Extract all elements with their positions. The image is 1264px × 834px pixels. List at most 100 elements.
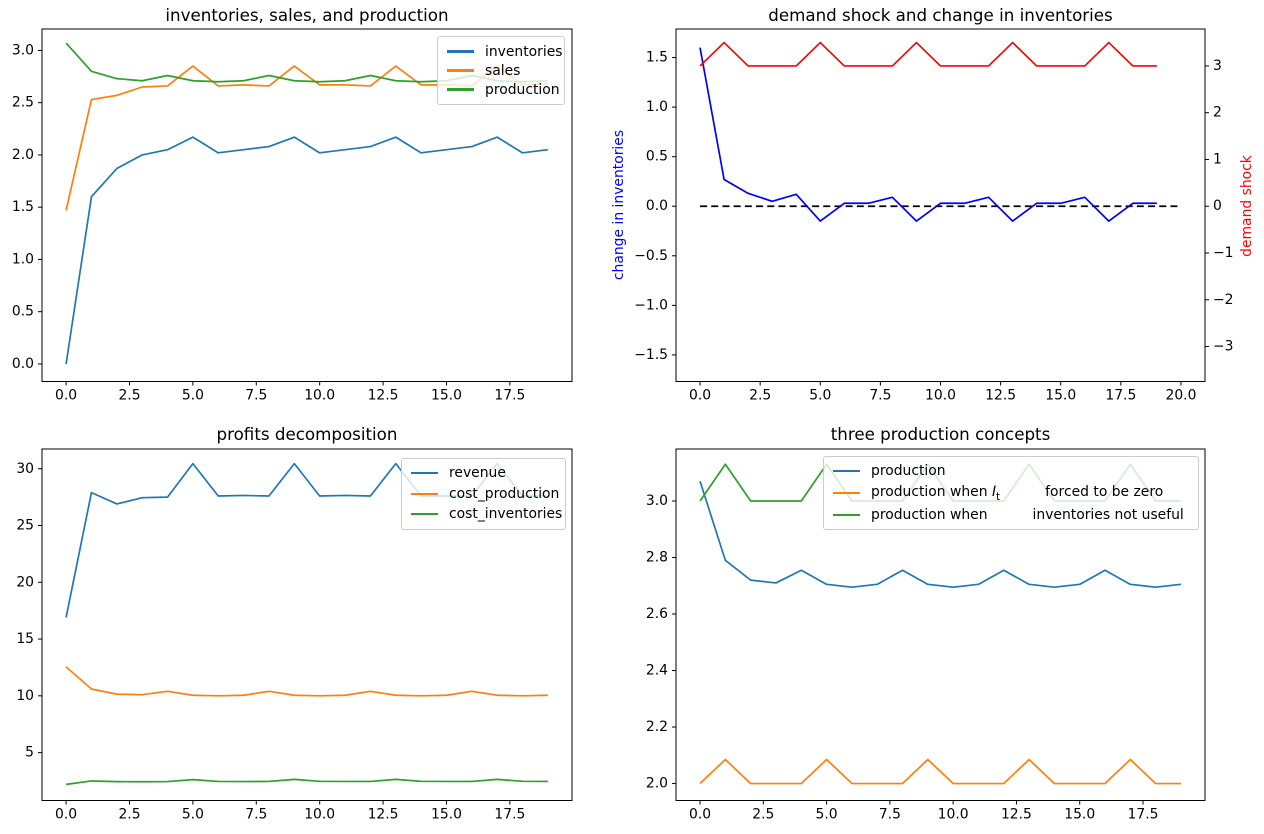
legend-entry: production xyxy=(833,460,1189,482)
x-tick-label: 2.5 xyxy=(752,807,774,823)
y-tick-label: 2.2 xyxy=(646,719,668,735)
y-tick-label: 2.4 xyxy=(646,663,668,679)
y2-tick-label: −2 xyxy=(1213,292,1233,308)
x-tick-label: 7.5 xyxy=(869,388,891,404)
series-line xyxy=(699,47,1157,222)
legend-entry-label: production when inventories not useful xyxy=(871,507,1184,523)
legend-line-sample xyxy=(447,69,474,72)
legend-inventories-sales-production: inventories sales production xyxy=(437,36,565,105)
y-tick-label: 0.0 xyxy=(12,356,34,372)
x-tick-label: 7.5 xyxy=(245,807,267,823)
y2-tick-label: 2 xyxy=(1213,105,1222,121)
legend-three-production-concepts: production production when It forced to be… xyxy=(823,456,1199,530)
y-tick-label: 0.5 xyxy=(12,304,34,320)
y-tick-label: 1.5 xyxy=(12,199,34,215)
y-tick-label: 1.0 xyxy=(12,251,34,267)
legend-entry-label: production xyxy=(871,463,946,479)
x-tick-label: 15.0 xyxy=(431,388,462,404)
subplot-title-three-production-concepts: three production concepts xyxy=(830,424,1051,444)
y-tick-label: 2.0 xyxy=(12,147,34,163)
axes-frame xyxy=(675,448,1206,801)
legend-entry: revenue xyxy=(411,463,556,484)
y-tick-label: 2.8 xyxy=(646,550,668,566)
legend-entry: cost_inventories xyxy=(411,504,562,525)
x-tick-label: 0.0 xyxy=(689,388,711,404)
legend-line-sample xyxy=(833,513,860,517)
series-line xyxy=(699,480,1182,589)
x-tick-label: 5.0 xyxy=(182,388,204,404)
y-tick-label: 5 xyxy=(25,745,34,761)
legend-entry-label: sales xyxy=(485,62,521,79)
x-tick-label: 2.5 xyxy=(749,388,771,404)
x-tick-label: 2.5 xyxy=(118,388,140,404)
legend-entry-label: cost_production xyxy=(449,485,560,502)
x-tick-label: 2.5 xyxy=(118,807,140,823)
y2-tick-label: −1 xyxy=(1213,245,1233,261)
x-tick-label: 17.5 xyxy=(494,388,525,404)
legend-entry-label: revenue xyxy=(449,465,506,482)
y2-tick-label: 1 xyxy=(1213,151,1222,167)
series-line xyxy=(65,666,548,697)
subplot-title-inventories-sales-production: inventories, sales, and production xyxy=(165,5,449,25)
x-tick-label: 17.5 xyxy=(1105,388,1136,404)
y-tick-label: −1.5 xyxy=(634,347,668,363)
x-tick-label: 12.5 xyxy=(1001,807,1032,823)
y-tick-label: −0.5 xyxy=(634,248,668,264)
legend-line-sample xyxy=(411,492,438,495)
subplot-axes-1: 0.0 2.5 5.0 7.5 10.0 12.5 15.0 17.5 20.0−1.5−1.0… xyxy=(634,28,1233,404)
subplot-title-demand-shock: demand shock and change in inventories xyxy=(768,5,1113,25)
y2-tick-label: −3 xyxy=(1213,339,1233,355)
x-tick-label: 10.0 xyxy=(925,388,956,404)
x-tick-label: 0.0 xyxy=(689,807,711,823)
y-tick-label: 15 xyxy=(16,631,34,647)
x-tick-label: 10.0 xyxy=(938,807,969,823)
x-tick-label: 5.0 xyxy=(182,807,204,823)
x-tick-label: 7.5 xyxy=(245,388,267,404)
legend-entry: production xyxy=(447,80,560,99)
y-axis-label-change-in-inventories: change in inventories xyxy=(611,129,627,281)
legend-entry-label: production when It forced to be zero xyxy=(871,483,1164,503)
x-tick-label: 0.0 xyxy=(55,807,77,823)
subplot-title-profits-decomposition: profits decomposition xyxy=(216,424,398,444)
y2-tick-label: 3 xyxy=(1213,58,1222,74)
axes-frame xyxy=(41,28,573,382)
legend-line-sample xyxy=(411,472,438,475)
x-tick-label: 5.0 xyxy=(816,807,838,823)
legend-entry: cost_production xyxy=(411,484,560,505)
x-tick-label: 15.0 xyxy=(1064,807,1095,823)
x-tick-label: 17.5 xyxy=(494,807,525,823)
legend-entry: inventories xyxy=(447,42,563,61)
x-tick-label: 10.0 xyxy=(304,388,335,404)
x-tick-label: 15.0 xyxy=(431,807,462,823)
legend-line-sample xyxy=(447,50,474,53)
legend-entry-label: production xyxy=(485,81,560,98)
y-tick-label: 3.0 xyxy=(646,493,668,509)
legend-entry: production when It forced to be zero xyxy=(833,482,1189,504)
y-tick-label: 0.0 xyxy=(646,198,668,214)
legend-entry-label: inventories xyxy=(485,43,563,60)
y-tick-label: 2.0 xyxy=(646,776,668,792)
legend-line-sample xyxy=(447,88,474,91)
y2-tick-label: 0 xyxy=(1213,198,1222,214)
y-tick-label: 30 xyxy=(16,461,34,477)
legend-line-sample xyxy=(411,513,438,516)
x-tick-label: 0.0 xyxy=(55,388,77,404)
legend-line-sample xyxy=(833,469,860,473)
y-tick-label: 20 xyxy=(16,574,34,590)
x-tick-label: 20.0 xyxy=(1165,388,1196,404)
y-tick-label: 2.6 xyxy=(646,606,668,622)
subplot-axes-0: 0.0 2.5 5.0 7.5 10.0 12.5 15.0 17.5 0.0 0.5 1.0 1.5… xyxy=(12,28,573,404)
legend-entry: production when inventories not useful xyxy=(833,504,1189,526)
axes-frame xyxy=(675,28,1206,382)
series-line xyxy=(699,758,1181,785)
legend-entry-label: cost_inventories xyxy=(449,506,563,523)
y-tick-label: 2.5 xyxy=(12,95,34,111)
x-tick-label: 5.0 xyxy=(809,388,831,404)
legend-entry: sales xyxy=(447,61,555,80)
y-tick-label: 0.5 xyxy=(646,149,668,165)
x-tick-label: 12.5 xyxy=(985,388,1016,404)
y2-axis-label-demand-shock: demand shock xyxy=(1239,155,1255,257)
axes-frame xyxy=(41,448,573,801)
